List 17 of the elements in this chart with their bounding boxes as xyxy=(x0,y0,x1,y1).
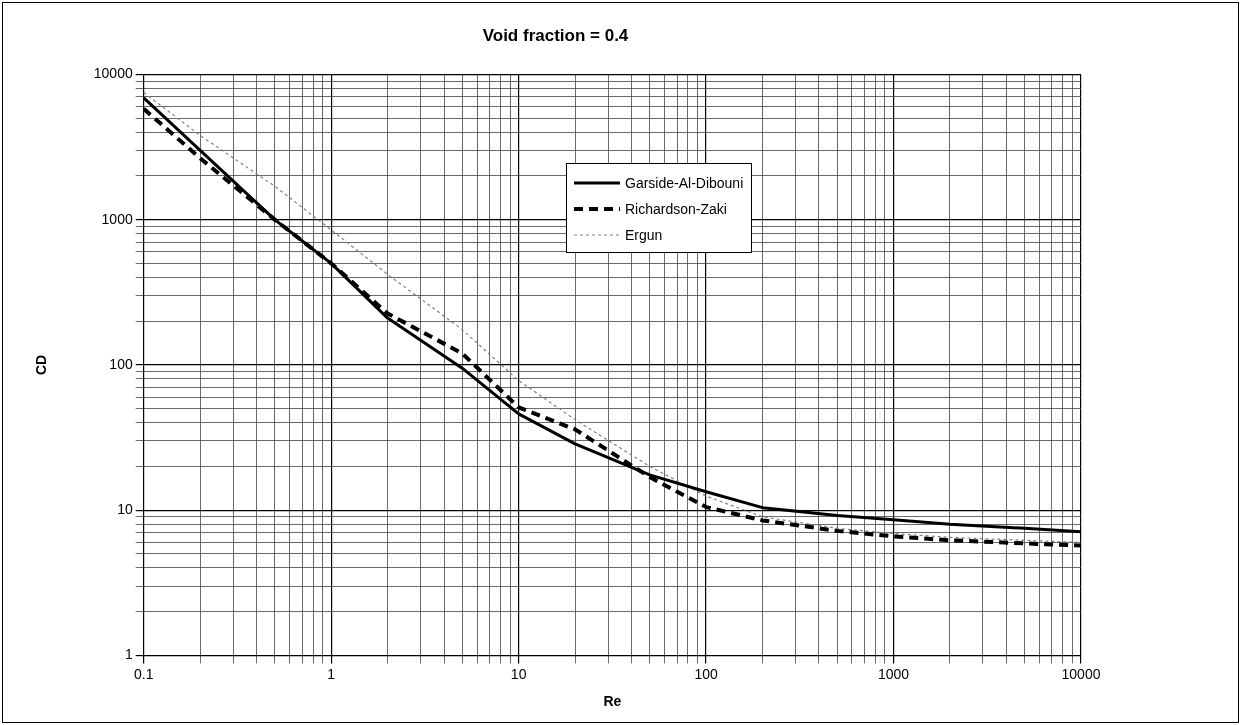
y-tick-label: 10 xyxy=(117,501,133,518)
y-axis-title: CD xyxy=(33,354,50,376)
x-tick-label: 1000 xyxy=(877,665,910,682)
legend-label: Garside-Al-Dibouni xyxy=(625,175,744,191)
y-tick-label: 10000 xyxy=(93,65,133,82)
y-tick-label: 1 xyxy=(124,646,133,663)
x-tick-label: 10000 xyxy=(1061,665,1101,682)
x-tick-label: 100 xyxy=(694,665,718,682)
x-tick-label: 1 xyxy=(327,665,336,682)
legend-label: Richardson-Zaki xyxy=(625,201,727,217)
legend-label: Ergun xyxy=(625,227,663,243)
chart-title: Void fraction = 0.4 xyxy=(482,25,629,45)
x-tick-label: 10 xyxy=(510,665,527,682)
x-axis-title: Re xyxy=(603,693,622,710)
y-tick-label: 100 xyxy=(109,355,133,372)
y-tick-label: 1000 xyxy=(101,210,133,227)
x-tick-label: 0.1 xyxy=(134,665,154,682)
